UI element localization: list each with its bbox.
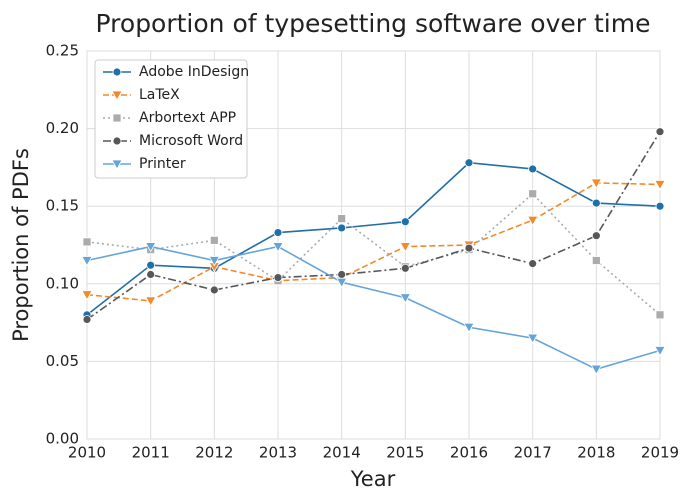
marker [82, 315, 92, 324]
chart-title: Proportion of typesetting software over … [96, 9, 651, 38]
marker [655, 310, 665, 320]
marker [654, 346, 666, 357]
marker [208, 256, 221, 267]
marker [399, 293, 412, 304]
series-line [86, 245, 661, 371]
marker [590, 178, 603, 189]
marker [81, 290, 93, 301]
x-tick-label: 2019 [641, 444, 679, 462]
legend-label: LaTeX [139, 87, 180, 103]
marker [112, 113, 122, 123]
marker [337, 270, 347, 279]
marker [111, 90, 123, 101]
marker [526, 215, 539, 226]
marker [111, 159, 123, 170]
x-tick-label: 2011 [132, 444, 170, 462]
x-tick-label: 2016 [450, 444, 488, 462]
y-axis-label: Proportion of PDFs [9, 148, 33, 342]
x-tick-label: 2010 [68, 444, 106, 462]
marker [400, 263, 410, 273]
marker [591, 256, 601, 265]
marker [273, 228, 283, 237]
y-tick-label: 0.00 [46, 430, 79, 448]
series-line [86, 131, 661, 321]
legend-box [94, 59, 248, 179]
legend-label: Printer [139, 156, 186, 172]
x-tick-label: 2018 [577, 444, 615, 462]
series-line [86, 182, 661, 302]
marker [209, 285, 219, 295]
marker [81, 256, 93, 267]
series-line [86, 192, 661, 316]
marker [528, 189, 538, 199]
y-tick-label: 0.05 [46, 352, 79, 370]
marker [591, 198, 601, 208]
marker [590, 364, 603, 375]
marker [526, 333, 539, 344]
marker [464, 243, 474, 253]
marker [528, 164, 538, 174]
marker [335, 277, 348, 289]
marker [655, 127, 665, 137]
marker [146, 260, 156, 270]
x-tick-label: 2015 [386, 444, 424, 462]
marker [112, 136, 122, 146]
y-tick-label: 0.20 [46, 119, 79, 137]
x-axis-label: Year [350, 467, 396, 491]
marker [273, 273, 283, 282]
legend-label: Microsoft Word [139, 133, 243, 149]
marker [337, 223, 347, 233]
marker [272, 242, 284, 253]
marker [654, 180, 666, 191]
marker [82, 237, 92, 247]
marker [209, 235, 219, 245]
x-tick-label: 2017 [514, 444, 552, 462]
series-line [86, 161, 661, 316]
x-tick-label: 2012 [195, 444, 233, 462]
marker [655, 201, 665, 211]
legend-label: Adobe InDesign [139, 64, 249, 80]
marker [144, 296, 157, 307]
y-tick-label: 0.10 [46, 274, 79, 292]
x-tick-label: 2014 [323, 444, 361, 462]
marker [146, 270, 156, 279]
marker [400, 217, 410, 227]
y-tick-label: 0.15 [46, 197, 79, 215]
marker [591, 231, 601, 241]
y-tick-label: 0.25 [46, 42, 79, 60]
marker [463, 322, 475, 334]
x-tick-label: 2013 [259, 444, 297, 462]
marker [112, 67, 122, 77]
legend-label: Arbortext APP [139, 110, 236, 126]
marker [399, 242, 412, 253]
marker [337, 214, 347, 224]
marker [464, 158, 474, 168]
marker [144, 242, 157, 253]
marker [528, 259, 538, 269]
